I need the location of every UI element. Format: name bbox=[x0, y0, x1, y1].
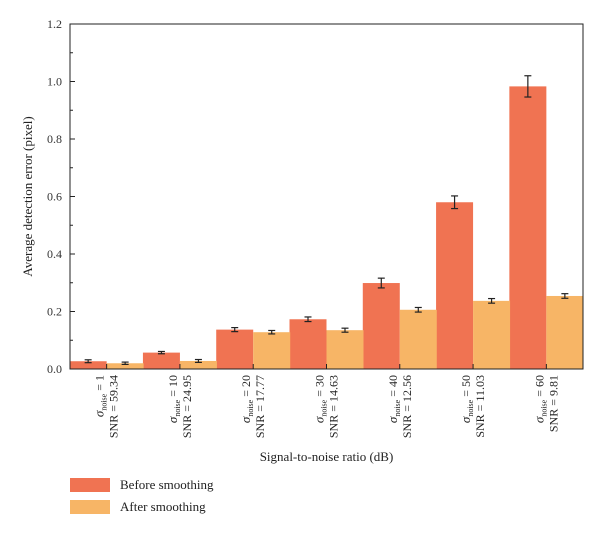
x-axis-label: Signal-to-noise ratio (dB) bbox=[260, 449, 394, 464]
x-category-label: σnoise = 20 SNR = 17.77 bbox=[238, 375, 267, 438]
error-bar bbox=[268, 329, 276, 335]
x-category-sigma: σnoise = 60 bbox=[531, 375, 548, 423]
x-category-sigma: σnoise = 1 bbox=[92, 375, 109, 417]
y-tick-label: 0.8 bbox=[47, 132, 62, 146]
bars-layer bbox=[69, 86, 584, 369]
bar-after bbox=[106, 363, 144, 369]
y-tick-label: 1.0 bbox=[47, 75, 62, 89]
x-category-label: σnoise = 30 SNR = 14.63 bbox=[312, 375, 341, 438]
legend-label-before: Before smoothing bbox=[120, 477, 214, 492]
y-axis-label: Average detection error (pixel) bbox=[20, 116, 35, 276]
bar-after bbox=[326, 330, 364, 369]
x-category-sigma: σnoise = 30 bbox=[312, 375, 329, 423]
bar-chart: 0.0 0.2 0.4 0.6 0.8 1.0 1.2 σnoise = 1 SNR = 59… bbox=[20, 17, 584, 464]
x-category-label: σnoise = 60 SNR = 9.81 bbox=[531, 375, 560, 432]
bar-after bbox=[399, 309, 437, 369]
bar-before bbox=[289, 319, 327, 369]
legend-swatch-before bbox=[70, 478, 110, 492]
y-tick-label: 0.0 bbox=[47, 362, 62, 376]
error-bar bbox=[157, 350, 165, 355]
x-category-label: σnoise = 10 SNR = 24.95 bbox=[165, 375, 194, 438]
error-bar bbox=[231, 327, 239, 333]
x-category-snr: SNR = 24.95 bbox=[180, 375, 194, 438]
x-category-snr: SNR = 14.63 bbox=[327, 375, 341, 438]
error-bar bbox=[451, 195, 459, 210]
bar-after bbox=[253, 332, 291, 369]
x-category-snr: SNR = 9.81 bbox=[546, 375, 560, 432]
legend-label-after: After smoothing bbox=[120, 499, 206, 514]
error-bar bbox=[84, 359, 92, 364]
bar-before bbox=[509, 86, 547, 369]
x-category-sigma: σnoise = 20 bbox=[238, 375, 255, 423]
error-bar bbox=[377, 277, 385, 289]
legend-item-after: After smoothing bbox=[70, 496, 214, 518]
error-bar bbox=[414, 306, 422, 313]
y-tick-label: 0.6 bbox=[47, 190, 62, 204]
legend: Before smoothing After smoothing bbox=[70, 474, 214, 518]
x-category-label: σnoise = 1 SNR = 59.34 bbox=[92, 375, 121, 438]
error-bar bbox=[194, 358, 202, 363]
error-bars-layer bbox=[84, 75, 569, 365]
error-bar bbox=[341, 327, 349, 333]
bar-after bbox=[473, 300, 511, 369]
x-category-sigma: σnoise = 40 bbox=[385, 375, 402, 423]
bar-after bbox=[179, 360, 217, 369]
bar-before bbox=[216, 329, 254, 369]
x-category-snr: SNR = 12.56 bbox=[400, 375, 414, 438]
x-category-snr: SNR = 17.77 bbox=[253, 375, 267, 438]
y-tick-label: 0.4 bbox=[47, 247, 62, 261]
bar-before bbox=[436, 202, 474, 369]
error-bar bbox=[304, 316, 312, 323]
y-tick-label: 1.2 bbox=[47, 17, 62, 31]
bar-after bbox=[546, 295, 584, 369]
x-category-sigma: σnoise = 10 bbox=[165, 375, 182, 423]
x-category-snr: SNR = 11.03 bbox=[473, 375, 487, 438]
x-category-sigma: σnoise = 50 bbox=[458, 375, 475, 423]
legend-swatch-after bbox=[70, 500, 110, 514]
legend-item-before: Before smoothing bbox=[70, 474, 214, 496]
error-bar bbox=[488, 297, 496, 304]
bar-before bbox=[362, 283, 400, 369]
error-bar bbox=[524, 75, 532, 98]
error-bar bbox=[561, 293, 569, 299]
bar-before bbox=[142, 352, 180, 369]
y-axis-ticks: 0.0 0.2 0.4 0.6 0.8 1.0 1.2 bbox=[47, 17, 75, 376]
x-category-label: σnoise = 40 SNR = 12.56 bbox=[385, 375, 414, 438]
x-category-snr: SNR = 59.34 bbox=[107, 375, 121, 438]
bar-before bbox=[69, 361, 107, 369]
x-category-label: σnoise = 50 SNR = 11.03 bbox=[458, 375, 487, 438]
y-tick-label: 0.2 bbox=[47, 305, 62, 319]
error-bar bbox=[121, 361, 129, 365]
x-axis-categories: σnoise = 1 SNR = 59.34 σnoise = 10 SNR = 24… bbox=[92, 364, 560, 438]
